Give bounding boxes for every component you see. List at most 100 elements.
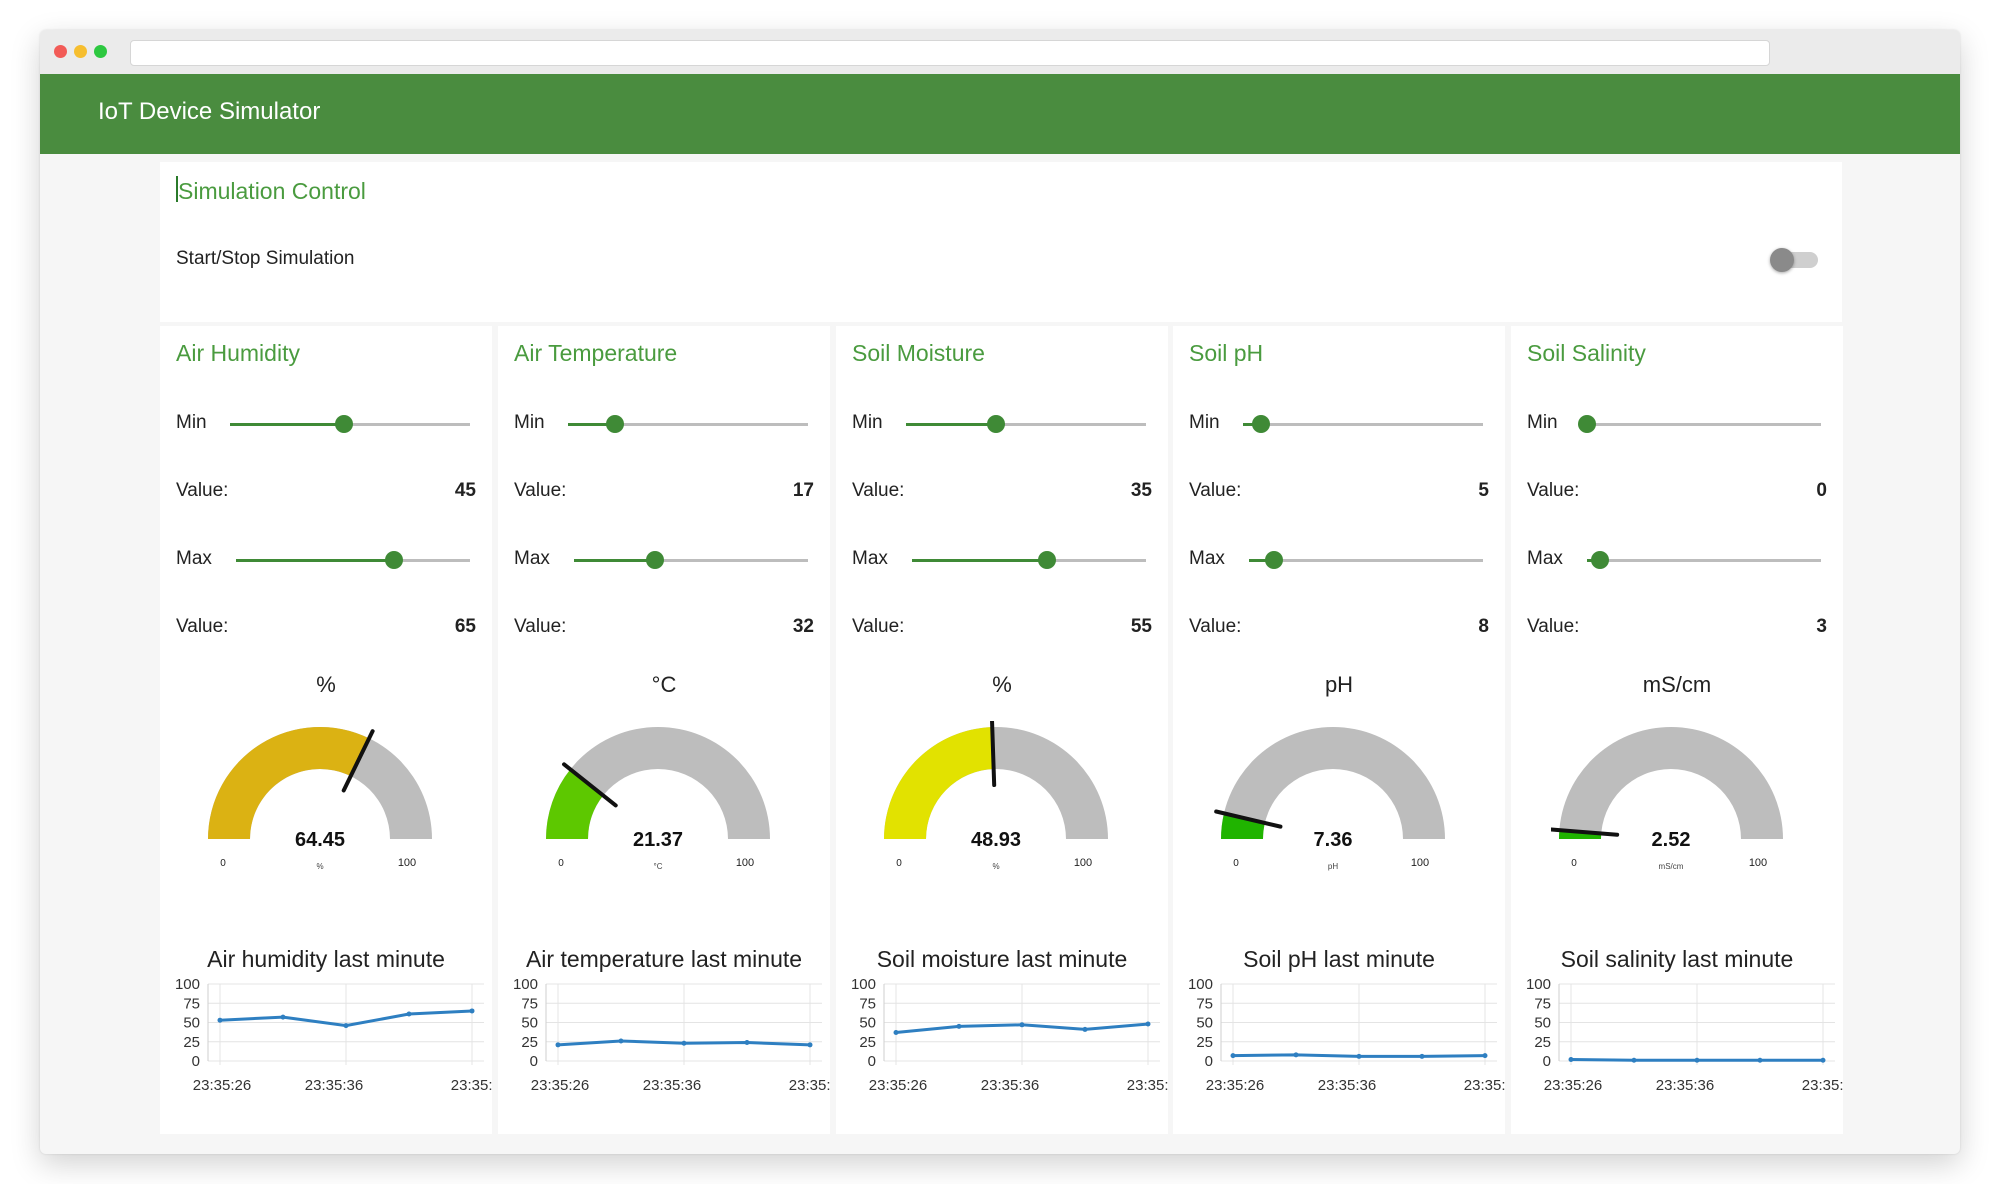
y-tick-label: 0	[1205, 1053, 1213, 1070]
max-value-label: Value:	[1189, 616, 1242, 637]
max-value: 3	[1816, 616, 1827, 637]
x-tick-label: 23:35:47	[789, 1077, 830, 1094]
start-stop-toggle[interactable]	[1770, 246, 1820, 274]
gauge-value-arc	[1221, 813, 1265, 839]
line-chart: 100 75 50 25 0 23:35:26 23:35:36 23:35:47	[1526, 976, 1843, 1094]
gauge-max-label: 100	[1074, 857, 1092, 869]
slider-thumb[interactable]	[1252, 415, 1270, 433]
data-point	[280, 1014, 286, 1020]
min-slider[interactable]	[568, 412, 814, 436]
max-label: Max	[1189, 548, 1225, 569]
slider-thumb[interactable]	[1591, 551, 1609, 569]
gauge-value: 2.52	[1652, 829, 1691, 851]
slider-thumb[interactable]	[1578, 415, 1596, 433]
x-tick-label: 23:35:36	[643, 1077, 701, 1094]
slider-thumb[interactable]	[385, 551, 403, 569]
gauge-max-label: 100	[1749, 857, 1767, 869]
y-tick-label: 100	[513, 976, 538, 993]
slider-thumb[interactable]	[335, 415, 353, 433]
chart-title: Soil salinity last minute	[1560, 946, 1794, 972]
gauge-min-label: 0	[1571, 858, 1577, 869]
line-chart: 100 75 50 25 0 23:35:26 23:35:36 23:35:47	[513, 976, 830, 1094]
address-bar[interactable]	[130, 40, 1770, 66]
x-tick-label: 23:35:36	[305, 1077, 363, 1094]
max-slider[interactable]	[574, 548, 814, 572]
max-value: 65	[454, 616, 476, 637]
max-value: 32	[792, 616, 814, 637]
maximize-window-button[interactable]	[94, 45, 107, 58]
sensor-card: Air Temperature Min Value: 17 Max Value:…	[498, 326, 830, 1134]
slider-track	[1243, 423, 1483, 426]
x-tick-label: 23:35:26	[869, 1077, 927, 1094]
min-label: Min	[514, 412, 545, 433]
y-tick-label: 50	[1534, 1015, 1551, 1032]
text-cursor	[176, 176, 178, 202]
y-tick-label: 25	[1534, 1034, 1551, 1051]
toggle-knob	[1770, 248, 1794, 272]
min-slider[interactable]	[906, 412, 1152, 436]
minimize-window-button[interactable]	[74, 45, 87, 58]
sensor-title: Air Humidity	[176, 340, 300, 366]
slider-fill	[1587, 559, 1594, 562]
max-label: Max	[176, 548, 212, 569]
gauge-unit-small: °C	[654, 862, 663, 871]
max-slider[interactable]	[1587, 548, 1827, 572]
slider-thumb[interactable]	[1038, 551, 1056, 569]
slider-thumb[interactable]	[987, 415, 1005, 433]
slider-fill	[236, 559, 388, 562]
data-point	[217, 1017, 223, 1023]
app-header: IoT Device Simulator	[40, 74, 1960, 154]
data-point	[1145, 1021, 1151, 1027]
min-slider[interactable]	[1243, 412, 1489, 436]
gauge-unit-small: mS/cm	[1659, 862, 1684, 871]
slider-fill	[574, 559, 649, 562]
slider-fill	[912, 559, 1041, 562]
slider-track	[1581, 423, 1821, 426]
max-slider[interactable]	[1249, 548, 1489, 572]
x-tick-label: 23:35:26	[1544, 1077, 1602, 1094]
sensor-title: Air Temperature	[514, 340, 678, 366]
min-slider[interactable]	[1578, 412, 1827, 436]
gauge-needle	[1214, 809, 1283, 829]
min-value: 5	[1478, 480, 1489, 501]
y-tick-label: 25	[1196, 1034, 1213, 1051]
y-tick-label: 100	[851, 976, 876, 993]
y-tick-label: 0	[868, 1053, 876, 1070]
x-tick-label: 23:35:36	[981, 1077, 1039, 1094]
gauge-background-arc	[1221, 727, 1445, 839]
min-slider[interactable]	[230, 412, 476, 436]
slider-fill	[568, 423, 609, 426]
gauge-min-label: 0	[558, 858, 564, 869]
min-value: 45	[454, 480, 476, 501]
gauge: 7.36 0 100 pH	[1214, 727, 1445, 871]
line-chart: 100 75 50 25 0 23:35:26 23:35:36 23:35:47	[175, 976, 492, 1094]
max-slider[interactable]	[236, 548, 476, 572]
x-tick-label: 23:35:36	[1656, 1077, 1714, 1094]
y-tick-label: 50	[521, 1015, 538, 1032]
data-point	[893, 1030, 899, 1036]
y-tick-label: 50	[1196, 1015, 1213, 1032]
gauge-value-arc	[208, 727, 370, 839]
y-tick-label: 75	[521, 995, 538, 1012]
min-label: Min	[1527, 412, 1558, 433]
slider-thumb[interactable]	[646, 551, 664, 569]
gauge-needle	[1551, 827, 1620, 837]
gauge-background-arc	[546, 727, 770, 839]
max-slider[interactable]	[912, 548, 1152, 572]
data-point	[618, 1038, 624, 1044]
y-tick-label: 25	[859, 1034, 876, 1051]
chart-title: Soil moisture last minute	[876, 946, 1128, 972]
slider-track	[568, 423, 808, 426]
simulation-control-title: Simulation Control	[178, 178, 366, 204]
gauge-unit-title: pH	[1324, 672, 1354, 697]
close-window-button[interactable]	[54, 45, 67, 58]
data-point	[1757, 1057, 1763, 1063]
slider-track	[1587, 559, 1821, 562]
slider-thumb[interactable]	[606, 415, 624, 433]
y-tick-label: 100	[175, 976, 200, 993]
gauge-min-label: 0	[896, 858, 902, 869]
simulation-control-panel: Simulation Control Start/Stop Simulation	[160, 162, 1842, 322]
data-point	[1482, 1053, 1488, 1059]
slider-thumb[interactable]	[1265, 551, 1283, 569]
data-point	[1230, 1053, 1236, 1059]
